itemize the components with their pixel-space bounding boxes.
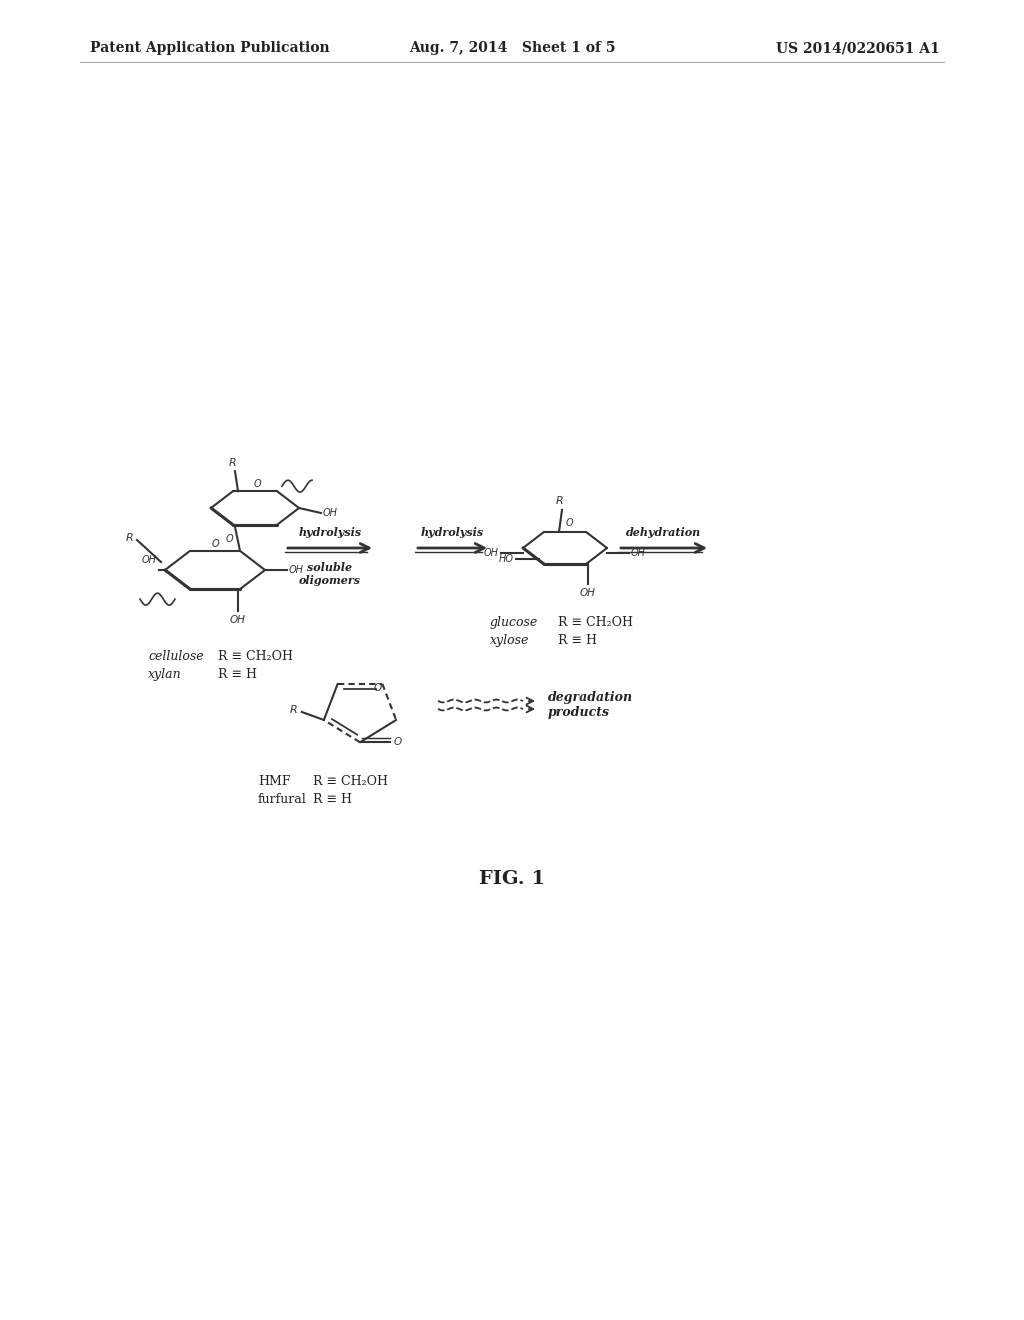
Text: R ≡ CH₂OH: R ≡ CH₂OH (558, 616, 633, 630)
Text: R: R (229, 458, 237, 469)
Text: hydrolysis: hydrolysis (298, 527, 361, 539)
Text: OH: OH (484, 548, 499, 558)
Text: US 2014/0220651 A1: US 2014/0220651 A1 (776, 41, 940, 55)
Text: O: O (374, 682, 382, 693)
Text: xylose: xylose (490, 634, 529, 647)
Text: R ≡ H: R ≡ H (313, 793, 352, 807)
Text: R: R (556, 496, 564, 506)
Text: glucose: glucose (490, 616, 539, 630)
Text: OH: OH (142, 554, 157, 565)
Text: R ≡ H: R ≡ H (218, 668, 257, 681)
Text: OH: OH (323, 508, 338, 517)
Text: OH: OH (230, 615, 246, 626)
Text: HMF: HMF (258, 775, 291, 788)
Text: O: O (253, 479, 261, 490)
Text: dehydration: dehydration (627, 527, 701, 539)
Text: R: R (125, 533, 133, 543)
Text: furfural: furfural (258, 793, 307, 807)
Text: xylan: xylan (148, 668, 181, 681)
Text: R ≡ CH₂OH: R ≡ CH₂OH (313, 775, 388, 788)
Text: hydrolysis: hydrolysis (421, 527, 484, 539)
Text: R ≡ CH₂OH: R ≡ CH₂OH (218, 649, 293, 663)
Text: O: O (565, 517, 572, 528)
Text: FIG. 1: FIG. 1 (479, 870, 545, 888)
Text: soluble
oligomers: soluble oligomers (299, 562, 361, 586)
Text: Patent Application Publication: Patent Application Publication (90, 41, 330, 55)
Text: O: O (211, 539, 219, 549)
Text: OH: OH (289, 565, 304, 576)
Text: OH: OH (631, 548, 646, 558)
Text: HO: HO (499, 554, 514, 564)
Text: cellulose: cellulose (148, 649, 204, 663)
Text: OH: OH (580, 589, 596, 598)
Text: degradation
products: degradation products (548, 690, 633, 719)
Text: O: O (225, 533, 233, 544)
Text: R: R (290, 705, 298, 715)
Text: O: O (394, 738, 402, 747)
Text: Aug. 7, 2014   Sheet 1 of 5: Aug. 7, 2014 Sheet 1 of 5 (409, 41, 615, 55)
Text: R ≡ H: R ≡ H (558, 634, 597, 647)
